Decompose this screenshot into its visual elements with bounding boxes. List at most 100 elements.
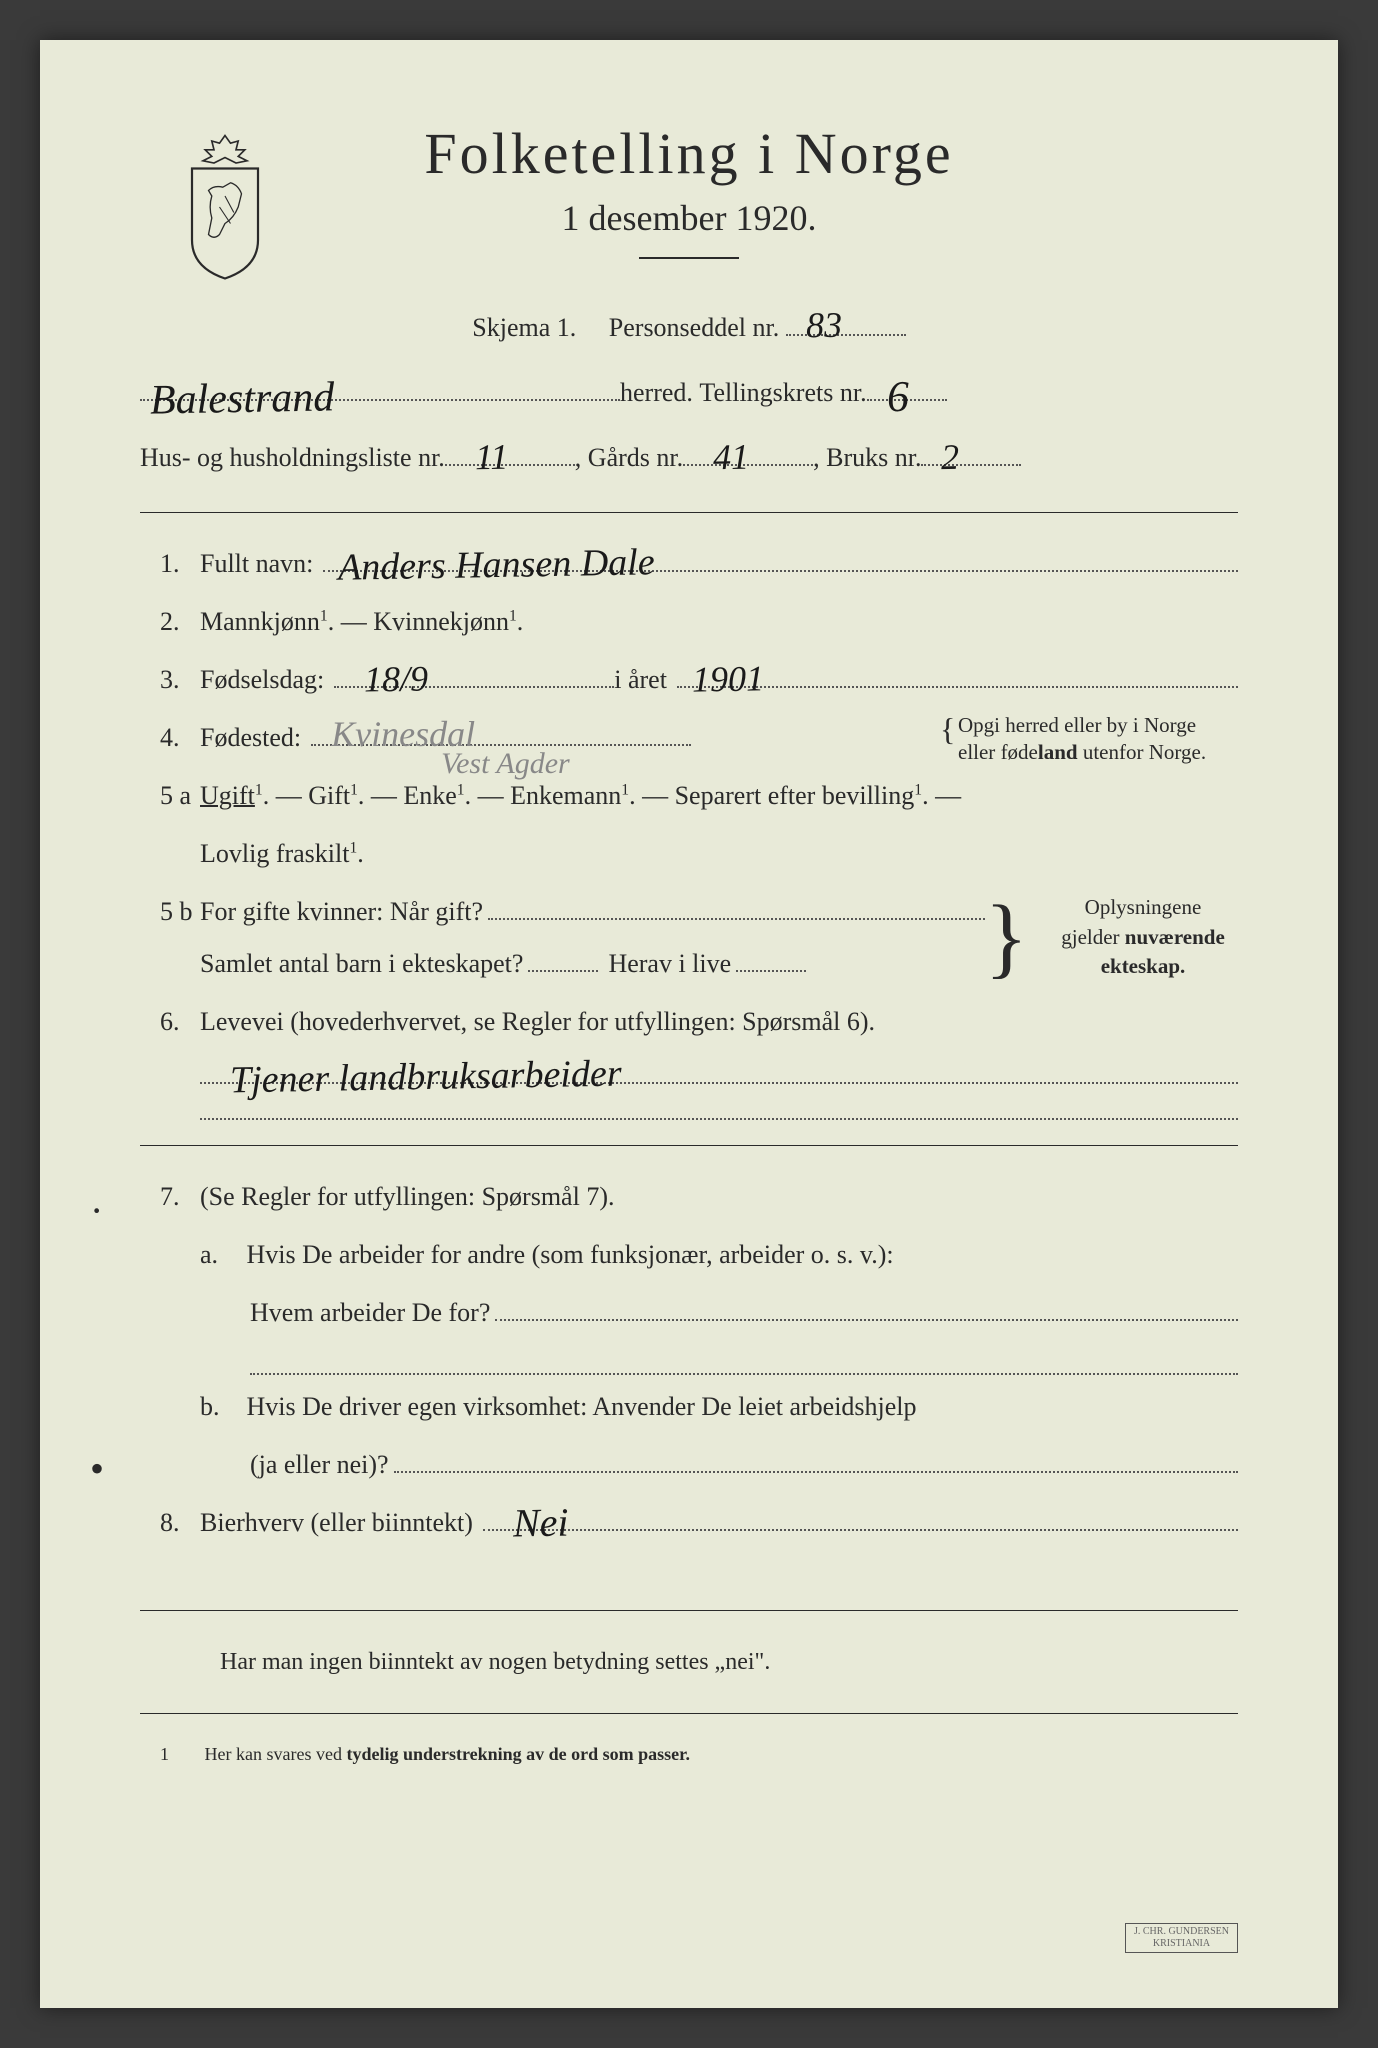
q2-dash: . —	[328, 607, 374, 636]
footnote-num: 1	[160, 1744, 200, 1765]
q6-value-content: Tjener landbruksarbeider	[200, 1054, 1238, 1084]
q5b-field1	[488, 890, 985, 920]
q8-num: 8.	[140, 1497, 200, 1549]
q7a-row3	[140, 1345, 1238, 1375]
q4-label: Fødested:	[200, 712, 301, 764]
q6-row: 6. Levevei (hovederhvervet, se Regler fo…	[140, 996, 1238, 1048]
personseddel-field: 83	[786, 306, 906, 336]
q1-field: Anders Hansen Dale	[323, 542, 1238, 572]
q5b-label1: For gifte kvinner: Når gift?	[200, 886, 483, 938]
q3-num: 3.	[140, 654, 200, 706]
q8-row: 8. Bierhverv (eller biinntekt) Nei	[140, 1497, 1238, 1549]
q3-day-field: 18/9	[334, 658, 614, 688]
husliste-value: 11	[474, 418, 509, 498]
q7-label: (Se Regler for utfyllingen: Spørsmål 7).	[200, 1182, 614, 1211]
divider-1	[140, 512, 1238, 513]
q2-num: 2.	[140, 596, 200, 648]
document-header: Folketelling i Norge 1 desember 1920.	[140, 120, 1238, 259]
footnote-text: Her kan svares ved tydelig understreknin…	[205, 1744, 691, 1764]
q5b-line2: Samlet antal barn i ekteskapet? Herav i …	[200, 938, 985, 990]
skjema-line: Skjema 1. Personseddel nr. 83	[140, 299, 1238, 356]
brace-icon: }	[985, 902, 1028, 974]
q8-label: Bierhverv (eller biinntekt)	[200, 1497, 473, 1549]
q7a-row2: Hvem arbeider De for?	[140, 1287, 1238, 1339]
census-document: Folketelling i Norge 1 desember 1920. Sk…	[40, 40, 1338, 2008]
divider-3	[140, 1610, 1238, 1611]
sup5: 1	[914, 781, 922, 798]
crest-svg	[170, 130, 280, 284]
q2-sup-b: 1	[509, 607, 517, 624]
sup2: 1	[350, 781, 358, 798]
q5a-opt4: Enkemann	[510, 781, 621, 810]
q7a-content2: Hvem arbeider De for?	[200, 1287, 1238, 1339]
q3-row: 3. Fødselsdag: 18/9 i året 1901	[140, 654, 1238, 706]
q6-blank-row	[140, 1090, 1238, 1120]
q1-num: 1.	[140, 538, 200, 590]
q8-content: Bierhverv (eller biinntekt) Nei	[200, 1497, 1238, 1549]
gards-label: , Gårds nr.	[575, 429, 683, 486]
q7a-content: a. Hvis De arbeider for andre (som funks…	[200, 1229, 1238, 1281]
q5b-note2: gjelder nuværende	[1048, 923, 1238, 952]
q7a-num: a.	[200, 1229, 240, 1281]
herred-field: Balestrand	[140, 371, 620, 401]
q5a-opt5: Separert efter bevilling	[675, 781, 915, 810]
q4-content: Fødested: Kvinesdal Vest Agder { Opgi he…	[200, 712, 1238, 764]
q2-opt-a: Mannkjønn	[200, 607, 320, 636]
q1-content: Fullt navn: Anders Hansen Dale	[200, 538, 1238, 590]
q5a-opt6: Lovlig fraskilt	[200, 839, 349, 868]
bullet-icon: ·	[90, 1171, 103, 1251]
q5b-label2: Samlet antal barn i ekteskapet?	[200, 938, 523, 990]
q7-num: 7.	[140, 1171, 200, 1223]
title-divider	[639, 257, 739, 259]
dash3: . —	[465, 781, 511, 810]
tellingskrets-field: 6	[867, 371, 947, 401]
q4-note-line1: Opgi herred eller by i Norge	[958, 712, 1238, 739]
bracket-icon: {	[940, 709, 955, 751]
q5b-note1: Oplysningene	[1048, 893, 1238, 922]
q7b-line2: (ja eller nei)?	[250, 1439, 389, 1491]
husliste-line: Hus- og husholdningsliste nr. 11 , Gårds…	[140, 429, 1238, 486]
q6-num: 6.	[140, 996, 200, 1048]
dash4: . —	[629, 781, 675, 810]
q7-content: (Se Regler for utfyllingen: Spørsmål 7).	[200, 1171, 1238, 1223]
q5b-left: For gifte kvinner: Når gift? Samlet anta…	[200, 886, 985, 990]
q1-label: Fullt navn:	[200, 538, 313, 590]
q4-field: Kvinesdal Vest Agder	[311, 716, 691, 746]
q3-year-field: 1901	[677, 658, 1238, 688]
document-subtitle: 1 desember 1920.	[140, 197, 1238, 239]
q7a-field	[495, 1291, 1238, 1321]
q5a-num: 5 a	[140, 770, 200, 822]
q5a-row: 5 a Ugift1. — Gift1. — Enke1. — Enkemann…	[140, 770, 1238, 822]
q7b-row2: • (ja eller nei)?	[140, 1439, 1238, 1491]
dash1: . —	[263, 781, 309, 810]
q5b-field2	[528, 942, 598, 972]
husliste-label: Hus- og husholdningsliste nr.	[140, 429, 445, 486]
husliste-field: 11	[445, 436, 575, 466]
q5b-field3	[736, 942, 806, 972]
q4-side-note: { Opgi herred eller by i Norge eller ell…	[958, 712, 1238, 767]
dash5: . —	[922, 781, 961, 810]
skjema-label: Skjema 1.	[472, 313, 576, 342]
sup4: 1	[621, 781, 629, 798]
q7b-content: b. Hvis De driver egen virksomhet: Anven…	[200, 1381, 1238, 1433]
q5a-content: Ugift1. — Gift1. — Enke1. — Enkemann1. —…	[200, 770, 1238, 822]
q7a-row: a. Hvis De arbeider for andre (som funks…	[140, 1229, 1238, 1281]
q5a-opt3: Enke	[403, 781, 456, 810]
q1-value: Anders Hansen Dale	[338, 524, 656, 606]
sup3: 1	[457, 781, 465, 798]
q7a-line2: Hvem arbeider De for?	[250, 1287, 490, 1339]
q7b-field	[394, 1443, 1238, 1473]
q4-num: 4.	[140, 712, 200, 764]
q7b-content2: (ja eller nei)?	[200, 1439, 1238, 1491]
herred-label: herred.	[620, 364, 693, 421]
q6-blank-content	[200, 1090, 1238, 1120]
bruks-value: 2	[941, 418, 960, 497]
q2-content: Mannkjønn1. — Kvinnekjønn1.	[200, 596, 1238, 648]
coat-of-arms-icon	[170, 130, 280, 280]
divider-2	[140, 1145, 1238, 1146]
q5a-opt1: Ugift	[200, 781, 255, 810]
tellingskrets-label: Tellingskrets nr.	[699, 364, 866, 421]
q5b-label3: Herav i live	[608, 938, 731, 990]
q2-period: .	[517, 607, 524, 636]
publisher-mark: J. CHR. GUNDERSENKRISTIANIA	[1125, 1923, 1238, 1953]
